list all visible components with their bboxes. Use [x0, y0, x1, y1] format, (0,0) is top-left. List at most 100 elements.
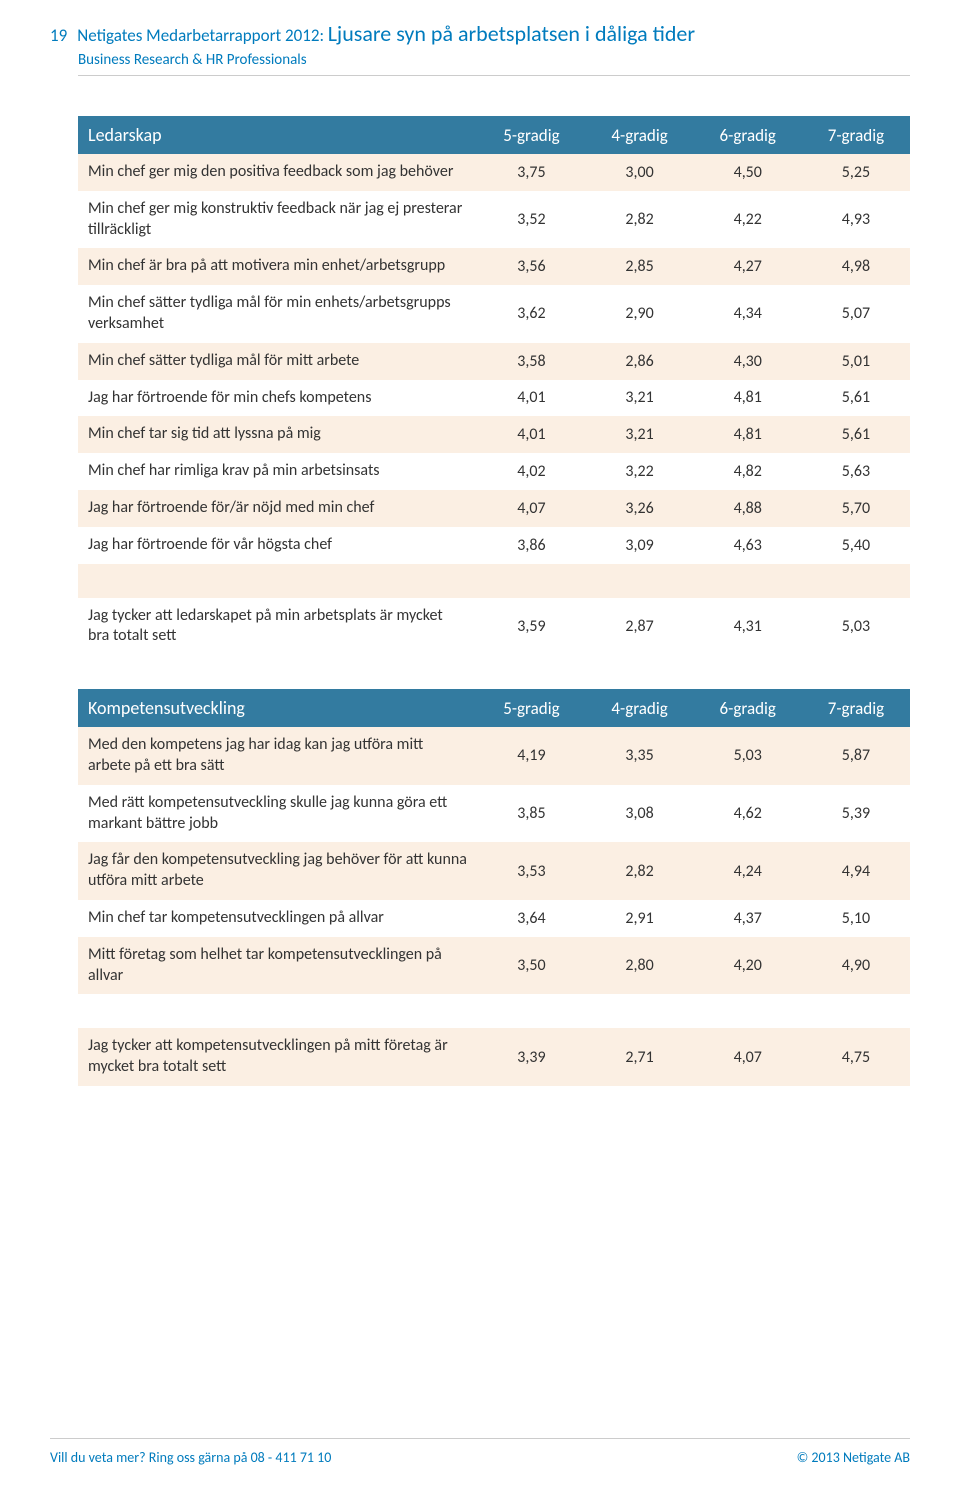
row-label: Min chef sätter tydliga mål för min enhe…	[78, 285, 477, 343]
table-summary-row: Jag tycker att ledarskapet på min arbets…	[78, 598, 910, 656]
cell: 2,90	[586, 285, 694, 343]
cell: 5,87	[802, 727, 910, 785]
col-5gradig: 5-gradig	[477, 116, 585, 154]
table-row: Min chef ger mig konstruktiv feedback nä…	[78, 191, 910, 249]
col-6gradig: 6-gradig	[694, 689, 802, 727]
table-row: Jag får den kompetensutveckling jag behö…	[78, 842, 910, 900]
cell: 3,39	[477, 1028, 585, 1086]
cell: 5,40	[802, 527, 910, 564]
table-row: Min chef är bra på att motivera min enhe…	[78, 248, 910, 285]
cell: 4,27	[694, 248, 802, 285]
cell: 4,19	[477, 727, 585, 785]
table-row: Med den kompetens jag har idag kan jag u…	[78, 727, 910, 785]
row-label: Min chef ger mig konstruktiv feedback nä…	[78, 191, 477, 249]
cell: 3,35	[586, 727, 694, 785]
cell: 5,07	[802, 285, 910, 343]
cell: 4,07	[694, 1028, 802, 1086]
cell: 4,81	[694, 416, 802, 453]
cell: 2,82	[586, 191, 694, 249]
cell: 3,75	[477, 154, 585, 191]
table-header-row: Kompetensutveckling 5-gradig 4-gradig 6-…	[78, 689, 910, 727]
cell: 3,85	[477, 785, 585, 843]
cell: 4,81	[694, 380, 802, 417]
cell: 4,22	[694, 191, 802, 249]
cell: 3,58	[477, 343, 585, 380]
table-row: Min chef tar sig tid att lyssna på mig4,…	[78, 416, 910, 453]
cell: 3,21	[586, 416, 694, 453]
cell: 2,82	[586, 842, 694, 900]
cell: 3,86	[477, 527, 585, 564]
cell: 4,37	[694, 900, 802, 937]
header-divider	[78, 75, 910, 76]
row-label: Min chef ger mig den positiva feedback s…	[78, 154, 477, 191]
col-4gradig: 4-gradig	[586, 689, 694, 727]
row-label: Jag har förtroende för vår högsta chef	[78, 527, 477, 564]
cell: 5,03	[694, 727, 802, 785]
cell: 5,61	[802, 380, 910, 417]
cell: 3,09	[586, 527, 694, 564]
cell: 3,52	[477, 191, 585, 249]
row-label: Med rätt kompetensutveckling skulle jag …	[78, 785, 477, 843]
row-label: Jag tycker att ledarskapet på min arbets…	[78, 598, 477, 656]
table-row: Jag har förtroende för/är nöjd med min c…	[78, 490, 910, 527]
row-label: Min chef är bra på att motivera min enhe…	[78, 248, 477, 285]
cell: 4,75	[802, 1028, 910, 1086]
cell: 3,62	[477, 285, 585, 343]
cell: 4,24	[694, 842, 802, 900]
table-row: Min chef sätter tydliga mål för min enhe…	[78, 285, 910, 343]
cell: 2,87	[586, 598, 694, 656]
cell: 2,80	[586, 937, 694, 995]
table-row: Jag har förtroende för vår högsta chef3,…	[78, 527, 910, 564]
table-ledarskap: Ledarskap 5-gradig 4-gradig 6-gradig 7-g…	[78, 116, 910, 655]
title-prefix: Netigates Medarbetarrapport 2012:	[77, 25, 324, 46]
cell: 4,82	[694, 453, 802, 490]
cell: 3,22	[586, 453, 694, 490]
table-row: Min chef tar kompetensutvecklingen på al…	[78, 900, 910, 937]
cell: 3,59	[477, 598, 585, 656]
row-label: Jag har förtroende för min chefs kompete…	[78, 380, 477, 417]
table-row: Min chef sätter tydliga mål för mitt arb…	[78, 343, 910, 380]
cell: 4,30	[694, 343, 802, 380]
cell: 4,93	[802, 191, 910, 249]
cell: 4,07	[477, 490, 585, 527]
cell: 4,98	[802, 248, 910, 285]
page-number: 19	[50, 25, 67, 46]
cell: 3,26	[586, 490, 694, 527]
cell: 3,08	[586, 785, 694, 843]
table-row: Jag har förtroende för min chefs kompete…	[78, 380, 910, 417]
cell: 2,86	[586, 343, 694, 380]
cell: 5,01	[802, 343, 910, 380]
cell: 2,85	[586, 248, 694, 285]
col-7gradig: 7-gradig	[802, 689, 910, 727]
table-row: Med rätt kompetensutveckling skulle jag …	[78, 785, 910, 843]
row-label: Jag får den kompetensutveckling jag behö…	[78, 842, 477, 900]
footer-left: Vill du veta mer? Ring oss gärna på 08 -…	[50, 1449, 331, 1466]
cell: 5,39	[802, 785, 910, 843]
cell: 4,94	[802, 842, 910, 900]
title-main: Ljusare syn på arbetsplatsen i dåliga ti…	[328, 20, 695, 47]
cell: 4,01	[477, 416, 585, 453]
row-label: Jag tycker att kompetensutvecklingen på …	[78, 1028, 477, 1086]
page-header: 19 Netigates Medarbetarrapport 2012: Lju…	[50, 20, 910, 76]
cell: 5,61	[802, 416, 910, 453]
row-label: Mitt företag som helhet tar kompetensutv…	[78, 937, 477, 995]
table-row: Mitt företag som helhet tar kompetensutv…	[78, 937, 910, 995]
cell: 4,62	[694, 785, 802, 843]
cell: 3,50	[477, 937, 585, 995]
table-row: Min chef har rimliga krav på min arbetsi…	[78, 453, 910, 490]
cell: 4,20	[694, 937, 802, 995]
row-label: Min chef tar sig tid att lyssna på mig	[78, 416, 477, 453]
cell: 4,50	[694, 154, 802, 191]
table-blank-row	[78, 994, 910, 1028]
cell: 5,25	[802, 154, 910, 191]
table-header-row: Ledarskap 5-gradig 4-gradig 6-gradig 7-g…	[78, 116, 910, 154]
table-summary-row: Jag tycker att kompetensutvecklingen på …	[78, 1028, 910, 1086]
cell: 2,91	[586, 900, 694, 937]
cell: 4,34	[694, 285, 802, 343]
cell: 3,56	[477, 248, 585, 285]
cell: 3,64	[477, 900, 585, 937]
col-7gradig: 7-gradig	[802, 116, 910, 154]
table-title: Kompetensutveckling	[78, 689, 477, 727]
row-label: Med den kompetens jag har idag kan jag u…	[78, 727, 477, 785]
page-footer: Vill du veta mer? Ring oss gärna på 08 -…	[50, 1438, 910, 1466]
